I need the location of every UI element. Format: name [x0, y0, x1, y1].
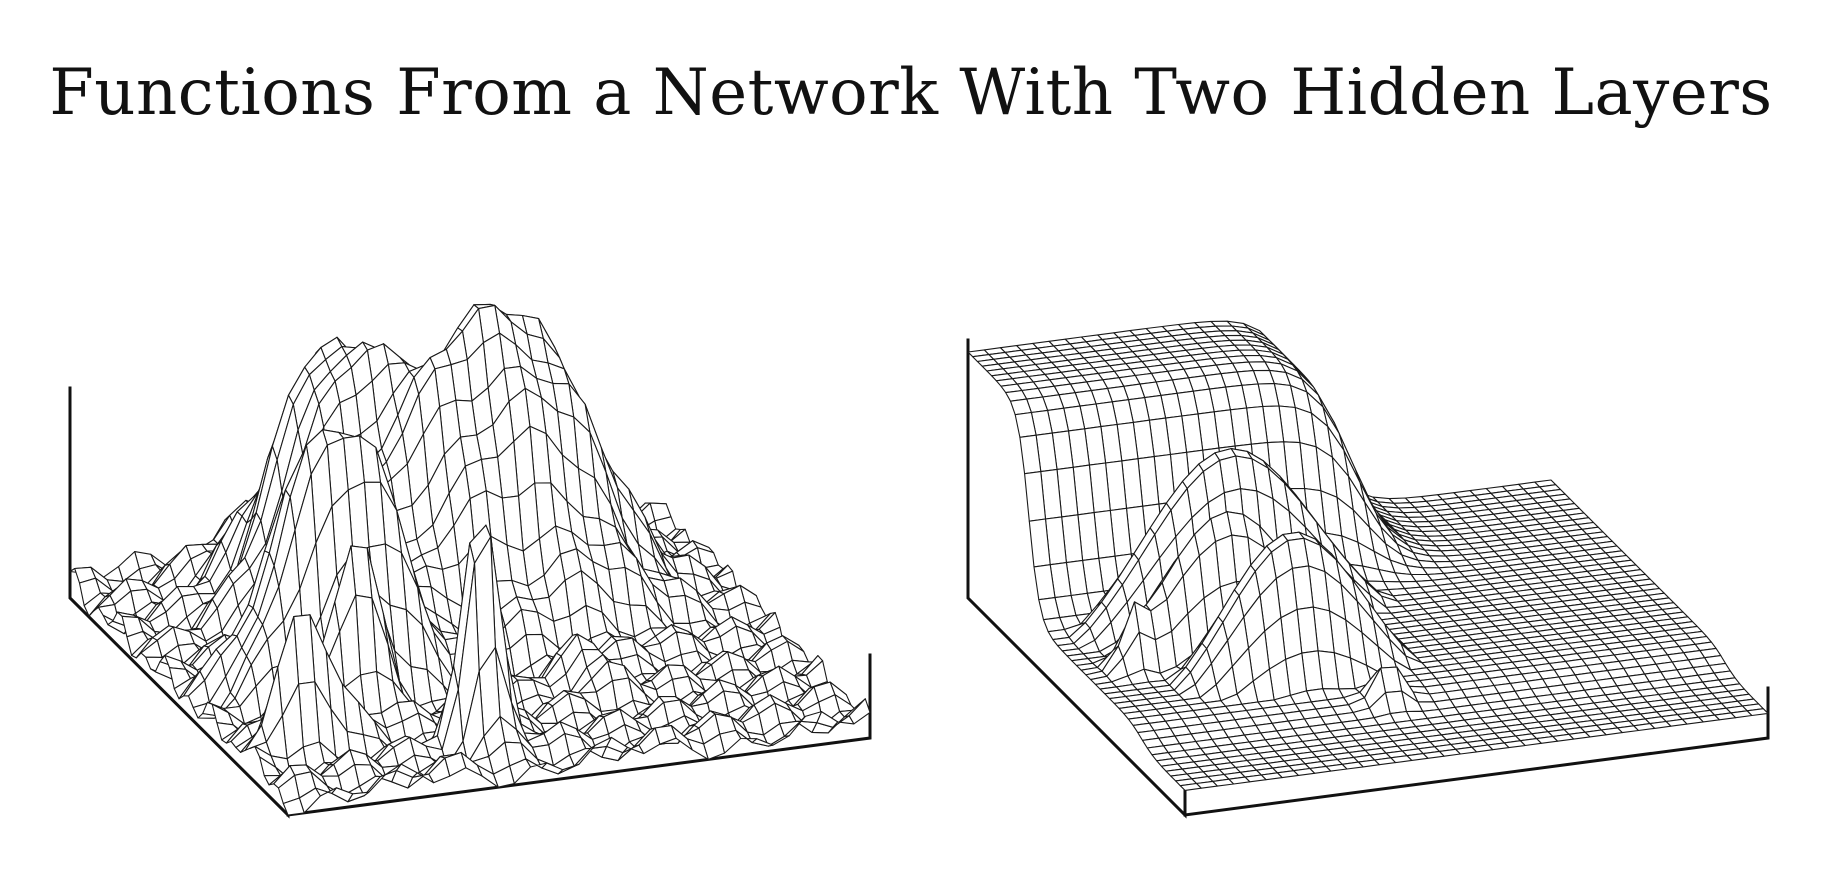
- right-surface-plot: [966, 320, 1770, 819]
- right-plot-back-edge: [966, 338, 1187, 819]
- left-plot-floor-edge: [286, 653, 872, 817]
- right-mesh-cell: [1179, 782, 1202, 791]
- right-wireframe-mesh: [967, 320, 1769, 791]
- left-mesh-cell: [282, 797, 305, 816]
- figure-title: Functions From a Network With Two Hidden…: [49, 56, 1773, 130]
- left-surface-plot: [68, 303, 872, 819]
- right-plot-floor-edge: [1183, 686, 1770, 817]
- left-wireframe-mesh: [69, 303, 871, 816]
